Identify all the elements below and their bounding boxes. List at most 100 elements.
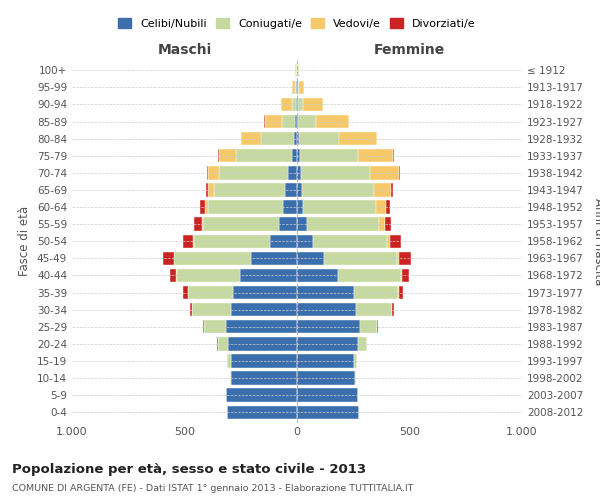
Bar xyxy=(218,337,229,350)
Bar xyxy=(251,252,297,265)
Bar xyxy=(298,98,303,111)
Bar xyxy=(307,218,379,231)
Bar xyxy=(203,218,280,231)
Bar xyxy=(218,149,236,162)
Bar xyxy=(170,269,176,282)
Bar xyxy=(300,149,358,162)
Bar xyxy=(297,406,359,419)
Bar xyxy=(298,115,316,128)
Bar xyxy=(205,200,208,213)
Bar xyxy=(370,166,399,179)
Bar xyxy=(316,115,349,128)
Bar xyxy=(183,286,188,299)
Bar xyxy=(297,184,302,196)
Bar xyxy=(297,388,358,402)
Bar xyxy=(299,132,339,145)
Bar xyxy=(163,252,174,265)
Bar xyxy=(194,218,202,231)
Bar xyxy=(297,149,300,162)
Bar xyxy=(297,98,298,111)
Bar xyxy=(174,252,175,265)
Bar xyxy=(208,184,214,196)
Bar xyxy=(297,337,358,350)
Bar xyxy=(265,115,282,128)
Bar xyxy=(296,98,297,111)
Y-axis label: Fasce di età: Fasce di età xyxy=(19,206,31,276)
Bar xyxy=(283,200,297,213)
Bar xyxy=(358,149,394,162)
Bar xyxy=(194,234,270,248)
Bar xyxy=(230,303,297,316)
Bar xyxy=(289,166,297,179)
Bar xyxy=(297,372,355,384)
Text: Femmine: Femmine xyxy=(374,44,445,58)
Bar xyxy=(376,200,386,213)
Bar xyxy=(387,234,390,248)
Legend: Celibi/Nubili, Coniugati/e, Vedovi/e, Divorziati/e: Celibi/Nubili, Coniugati/e, Vedovi/e, Di… xyxy=(118,18,476,29)
Bar xyxy=(281,98,292,111)
Bar xyxy=(292,149,297,162)
Bar xyxy=(313,234,387,248)
Bar xyxy=(227,406,297,419)
Y-axis label: Anni di nascita: Anni di nascita xyxy=(592,198,600,285)
Bar xyxy=(190,303,192,316)
Bar xyxy=(204,320,226,334)
Bar xyxy=(206,184,208,196)
Bar xyxy=(390,234,401,248)
Bar xyxy=(229,337,297,350)
Bar xyxy=(297,218,307,231)
Bar xyxy=(391,184,393,196)
Bar xyxy=(295,80,296,94)
Bar xyxy=(301,166,370,179)
Bar xyxy=(297,166,301,179)
Bar xyxy=(175,252,251,265)
Bar xyxy=(261,132,295,145)
Bar xyxy=(299,80,304,94)
Bar xyxy=(398,286,399,299)
Bar xyxy=(208,200,283,213)
Bar xyxy=(297,354,354,368)
Bar xyxy=(304,200,376,213)
Bar xyxy=(280,218,297,231)
Bar xyxy=(302,184,373,196)
Bar xyxy=(296,80,297,94)
Bar xyxy=(354,286,398,299)
Bar xyxy=(338,269,401,282)
Bar xyxy=(282,115,295,128)
Bar xyxy=(297,234,313,248)
Bar xyxy=(373,184,391,196)
Text: Popolazione per età, sesso e stato civile - 2013: Popolazione per età, sesso e stato civil… xyxy=(12,462,366,475)
Bar xyxy=(219,166,289,179)
Bar xyxy=(325,252,397,265)
Bar xyxy=(297,320,359,334)
Text: COMUNE DI ARGENTA (FE) - Dati ISTAT 1° gennaio 2013 - Elaborazione TUTTITALIA.IT: COMUNE DI ARGENTA (FE) - Dati ISTAT 1° g… xyxy=(12,484,413,493)
Bar xyxy=(214,184,286,196)
Bar xyxy=(297,132,299,145)
Bar xyxy=(183,234,193,248)
Bar xyxy=(297,269,338,282)
Bar xyxy=(188,286,233,299)
Bar xyxy=(270,234,297,248)
Bar xyxy=(236,149,292,162)
Bar xyxy=(200,200,205,213)
Bar xyxy=(193,234,194,248)
Bar xyxy=(385,218,391,231)
Bar xyxy=(226,320,297,334)
Bar xyxy=(227,354,230,368)
Bar xyxy=(241,132,261,145)
Bar xyxy=(358,337,367,350)
Bar xyxy=(297,286,354,299)
Bar xyxy=(297,115,298,128)
Bar xyxy=(359,320,377,334)
Bar xyxy=(392,303,394,316)
Bar xyxy=(226,388,297,402)
Bar xyxy=(297,200,304,213)
Bar xyxy=(295,132,297,145)
Bar xyxy=(399,286,403,299)
Bar xyxy=(354,354,357,368)
Bar xyxy=(297,303,356,316)
Bar xyxy=(203,320,204,334)
Bar xyxy=(292,98,296,111)
Bar xyxy=(193,303,230,316)
Bar xyxy=(377,320,379,334)
